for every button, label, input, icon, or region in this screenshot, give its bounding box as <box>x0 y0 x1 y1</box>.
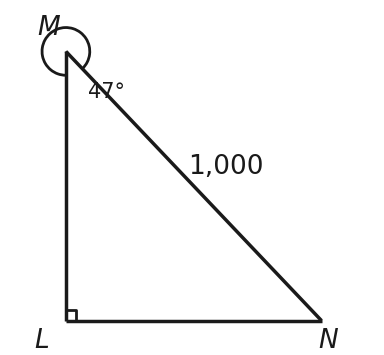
Text: L: L <box>35 328 50 354</box>
Text: 1,000: 1,000 <box>188 154 264 180</box>
Text: M: M <box>38 15 60 40</box>
Text: 47°: 47° <box>88 82 125 102</box>
Text: N: N <box>318 328 338 354</box>
